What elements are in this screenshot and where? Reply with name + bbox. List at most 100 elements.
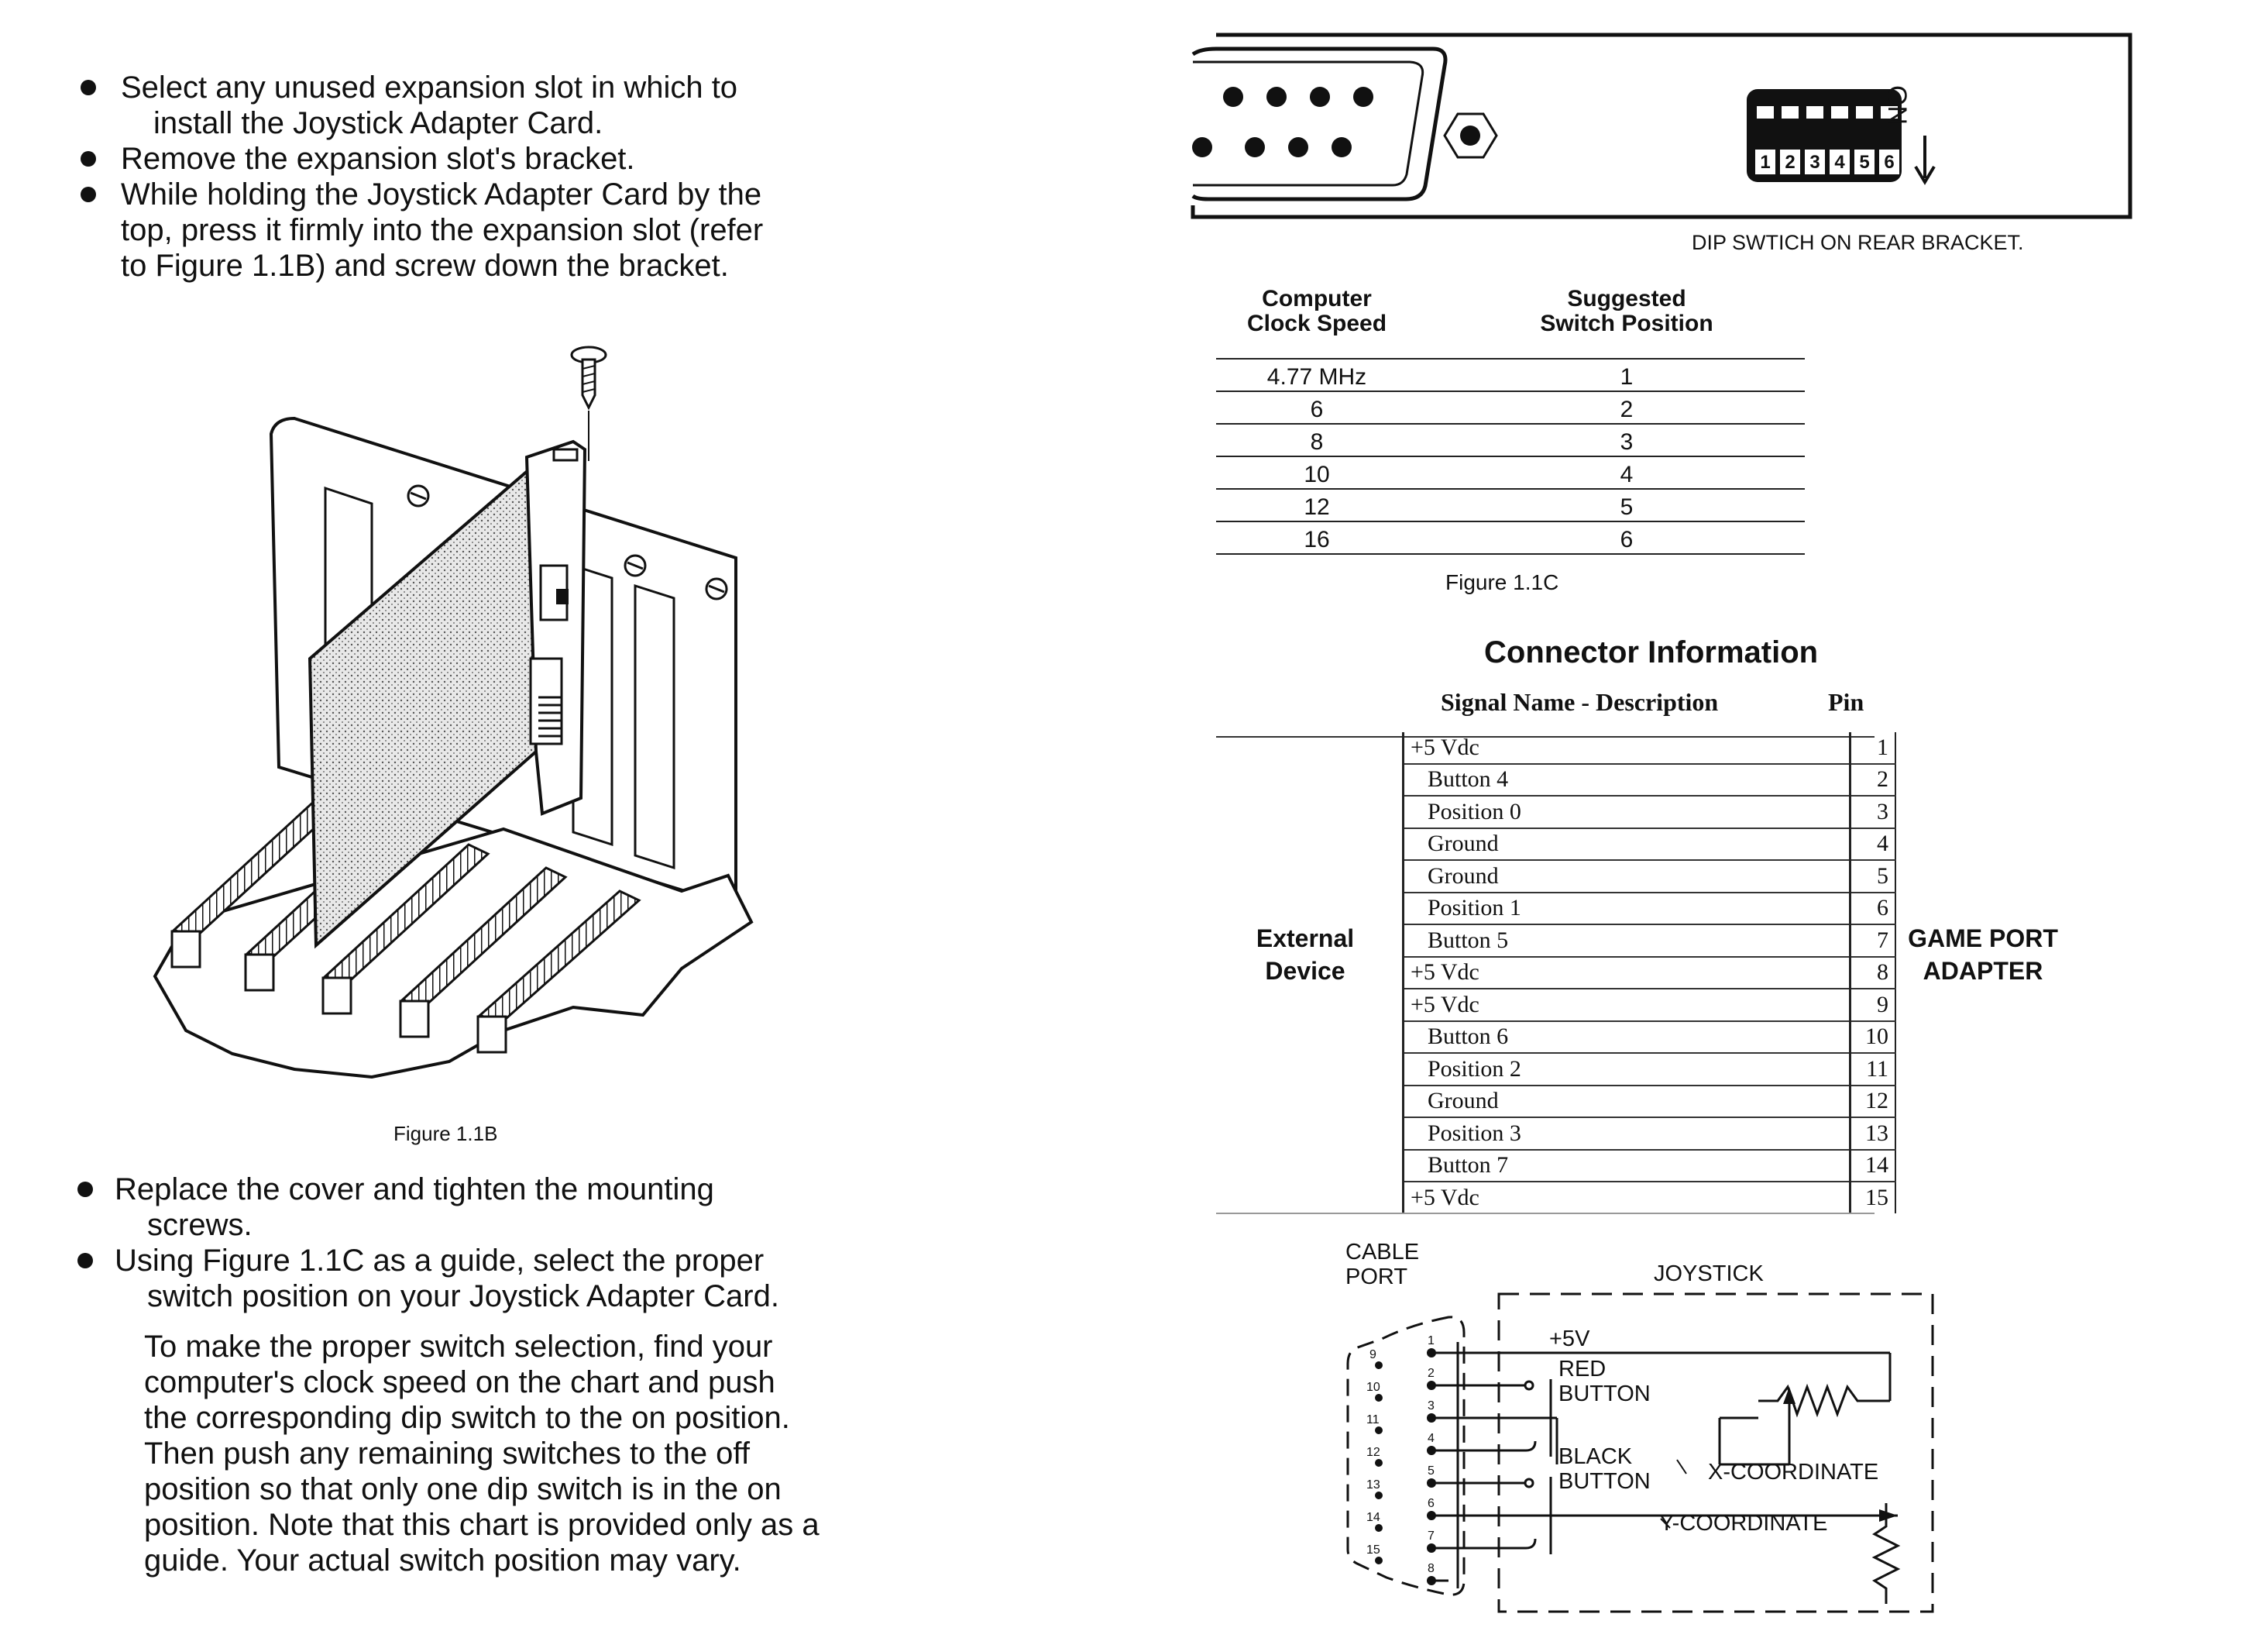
bullet-item: While holding the Joystick Adapter Card …	[77, 177, 852, 284]
label-line: CABLE	[1345, 1240, 1420, 1265]
pin-cell: 4	[1850, 828, 1896, 861]
pin-number: 4	[1428, 1432, 1435, 1445]
divider	[1216, 1213, 1875, 1214]
signal-cell: Button 5	[1402, 924, 1851, 958]
table-row: Ground 4	[1402, 828, 1896, 861]
table-row: 4.77 MHz 1	[1216, 360, 1805, 392]
pin-number: 15	[1366, 1543, 1380, 1557]
signal-cell: Button 6	[1402, 1020, 1851, 1054]
bullet-text: install the Joystick Adapter Card.	[153, 106, 603, 140]
bullet-text: Using Figure 1.1C as a guide, select the…	[115, 1244, 765, 1278]
install-steps-top: Select any unused expansion slot in whic…	[77, 70, 852, 284]
switch-position-cell: 1	[1620, 364, 1634, 390]
clock-speed-cell: 10	[1304, 462, 1330, 487]
dip-on-label: ON	[1882, 85, 1912, 125]
pin-number: 11	[1366, 1413, 1380, 1426]
pin-cell: 14	[1850, 1149, 1896, 1182]
pin-number: 1	[1428, 1334, 1435, 1347]
pin-number: 2	[1428, 1367, 1435, 1380]
clock-speed-cell: 6	[1310, 397, 1324, 422]
clock-speed-cell: 4.77 MHz	[1266, 364, 1367, 390]
bullet-text: Select any unused expansion slot in whic…	[121, 71, 738, 105]
label-line: BLACK	[1558, 1444, 1633, 1469]
clock-speed-table: Computer Clock Speed Suggested Switch Po…	[1216, 287, 1805, 555]
bullet-item: Select any unused expansion slot in whic…	[77, 70, 852, 141]
paragraph-line: computer's clock speed on the chart and …	[144, 1365, 775, 1399]
signal-cell: +5 Vdc	[1402, 989, 1851, 1022]
bullet-dot	[77, 1253, 93, 1268]
dip-switch-number: 1	[1760, 152, 1771, 173]
pin-cell: 5	[1850, 860, 1896, 893]
pin-cell: 1	[1850, 732, 1896, 765]
switch-position-cell: 5	[1620, 494, 1634, 520]
pin-number: 5	[1428, 1464, 1435, 1478]
paragraph-line: position so that only one dip switch is …	[144, 1472, 782, 1506]
pin-number: 13	[1366, 1478, 1380, 1492]
column-header: Switch Position	[1540, 311, 1713, 336]
signal-cell: Button 7	[1402, 1149, 1851, 1182]
joystick-wiring-schematic	[1346, 1292, 1934, 1613]
dip-switch-number: 4	[1834, 152, 1845, 173]
table-row: +5 Vdc 15	[1402, 1182, 1896, 1213]
bullet-text: Remove the expansion slot's bracket.	[121, 142, 635, 176]
label-line: PORT	[1345, 1265, 1408, 1289]
paragraph-line: guide. Your actual switch position may v…	[144, 1543, 741, 1578]
signal-cell: +5 Vdc	[1402, 732, 1851, 765]
bullet-text: to Figure 1.1B) and screw down the brack…	[121, 249, 729, 283]
column-header: Pin	[1828, 688, 1864, 716]
label-line: Device	[1265, 957, 1345, 985]
signal-cell: Ground	[1402, 860, 1851, 893]
signal-cell: Position 0	[1402, 796, 1851, 829]
red-button-label: RED BUTTON	[1558, 1357, 1651, 1406]
column-header: Computer	[1262, 286, 1372, 311]
table-row: Button 6 10	[1402, 1020, 1896, 1054]
expansion-card-illustration	[153, 346, 754, 1079]
table-row: 16 6	[1216, 522, 1805, 555]
label-line: BUTTON	[1558, 1382, 1651, 1406]
table-row: +5 Vdc 1	[1402, 732, 1896, 765]
pin-cell: 13	[1850, 1117, 1896, 1151]
dip-switch-number: 5	[1859, 152, 1870, 173]
black-button-label: BLACK BUTTON	[1558, 1444, 1651, 1494]
signal-cell: Button 4	[1402, 763, 1851, 797]
column-header: Clock Speed	[1246, 311, 1387, 336]
pin-number: 8	[1428, 1562, 1435, 1575]
label-line: External	[1256, 924, 1355, 952]
table-row: +5 Vdc 9	[1402, 989, 1896, 1022]
figure-caption: Figure 1.1B	[393, 1122, 498, 1145]
table-row: 12 5	[1216, 490, 1805, 522]
pin-cell: 11	[1850, 1053, 1896, 1086]
pin-number: 10	[1366, 1381, 1380, 1394]
connector-info-title: Connector Information	[1484, 635, 1819, 669]
bullet-text: Replace the cover and tighten the mounti…	[115, 1172, 714, 1206]
bullet-item: Remove the expansion slot's bracket.	[77, 141, 852, 177]
clock-table-header: Computer Clock Speed Suggested Switch Po…	[1216, 287, 1805, 356]
bullet-dot	[81, 80, 96, 95]
signal-cell: Position 1	[1402, 892, 1851, 925]
pin-cell: 10	[1850, 1020, 1896, 1054]
bullet-text: switch position on your Joystick Adapter…	[147, 1279, 779, 1313]
figure-caption: Figure 1.1C	[1445, 570, 1559, 594]
label-line: RED	[1558, 1357, 1606, 1382]
paragraph-line: Then push any remaining switches to the …	[144, 1437, 750, 1471]
pin-cell: 9	[1850, 989, 1896, 1022]
pin-number: 7	[1428, 1529, 1435, 1543]
pin-cell: 2	[1850, 763, 1896, 797]
pin-number: 14	[1366, 1511, 1380, 1524]
table-row: 10 4	[1216, 457, 1805, 490]
pin-cell: 3	[1850, 796, 1896, 829]
dip-switch-number: 3	[1809, 152, 1820, 173]
signal-cell: +5 Vdc	[1402, 956, 1851, 989]
game-port-adapter-label: GAME PORT ADAPTER	[1890, 922, 2076, 987]
dip-switch-number: 6	[1884, 152, 1895, 173]
switch-position-cell: 6	[1620, 527, 1634, 552]
dip-switch-number: 2	[1785, 152, 1796, 173]
switch-position-cell: 4	[1620, 462, 1634, 487]
